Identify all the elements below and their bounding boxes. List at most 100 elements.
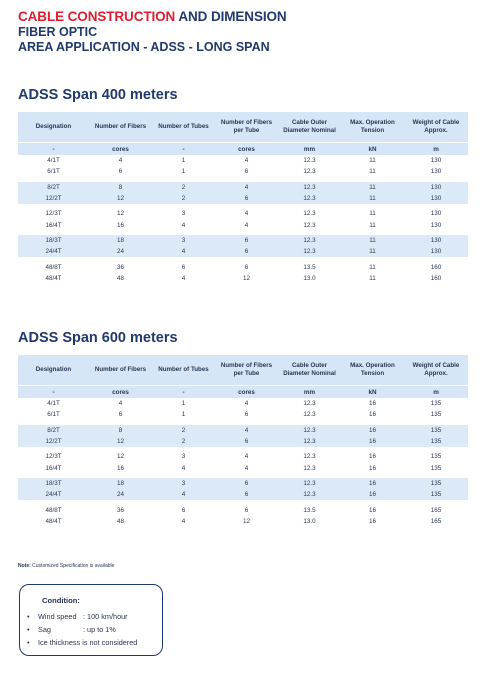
- table-cell: 8: [89, 181, 152, 193]
- condition-title: Condition:: [42, 596, 80, 605]
- section-title-span600: ADSS Span 600 meters: [18, 330, 178, 346]
- table-cell: 6: [244, 168, 249, 176]
- col-header-weight: Weight of Cable Approx.: [404, 112, 468, 143]
- table-cell: 12/2T: [18, 192, 89, 205]
- table-cell: 18: [89, 477, 152, 490]
- table-cell: 12.3: [303, 210, 316, 218]
- table-cell: 12.3: [303, 411, 316, 419]
- footnote: Note: Customized Specification is availa…: [18, 563, 114, 569]
- table-cell: 135: [404, 489, 468, 501]
- table-cell: 160: [430, 263, 442, 271]
- table-row: 12/3T 12 3 4 12.3 11 130: [18, 208, 468, 219]
- table-cell: 6: [215, 234, 278, 247]
- footnote-label: Note:: [18, 563, 31, 569]
- table-cell: 12/3T: [45, 210, 62, 218]
- table-cell: 13.5: [303, 263, 316, 271]
- table-cell: 6: [244, 263, 249, 271]
- table-cell: 48/4T: [45, 274, 62, 282]
- table-cell: 130: [430, 221, 442, 229]
- condition-label: Sag: [38, 625, 51, 634]
- table-cell: 4: [118, 400, 123, 408]
- table-cell: 12.3: [278, 246, 341, 258]
- col-header-outer-diameter: Cable Outer Diameter Nominal: [278, 355, 341, 386]
- table-cell: 12.3: [278, 181, 341, 193]
- table-cell: 130: [430, 210, 442, 218]
- table-row: 4/1T 4 1 4 12.3 11 130: [18, 155, 468, 166]
- spec-table-span600: Designation Number of Fibers Number of T…: [18, 355, 468, 527]
- table-cell: 48/4T: [45, 517, 62, 525]
- table-cell: 12.3: [303, 221, 316, 229]
- table-cell: 4: [118, 157, 123, 165]
- table-cell: 6: [215, 477, 278, 490]
- table-row: 48/4T 48 4 12 13.0 11 160: [18, 273, 468, 284]
- table-row: 8/2T 8 2 4 12.3 16 135: [18, 424, 468, 436]
- table-cell: 24/4T: [18, 246, 89, 258]
- condition-item: • Ice thickness is not considered: [27, 638, 137, 647]
- table-cell: 4: [215, 181, 278, 193]
- table-cell: 4: [181, 517, 186, 525]
- table-cell: 4: [181, 464, 186, 472]
- table-cell: 16: [116, 464, 124, 472]
- col-header-tubes: Number of Tubes: [152, 112, 215, 143]
- table-cell: 11: [369, 210, 376, 218]
- table-cell: 16: [341, 477, 404, 490]
- table-cell: 16: [368, 453, 376, 461]
- table-cell: 11: [341, 181, 404, 193]
- table-cell: 12.3: [278, 234, 341, 247]
- table-cell: 12.3: [278, 435, 341, 448]
- unit-cell: mm: [278, 142, 341, 155]
- table-cell: 11: [341, 234, 404, 247]
- table-row: 16/4T 16 4 4 12.3 11 130: [18, 219, 468, 230]
- table-cell: 12: [89, 435, 152, 448]
- table-cell: 8/2T: [18, 424, 89, 436]
- table-row: 8/2T 8 2 4 12.3 11 130: [18, 181, 468, 193]
- table-cell: 130: [430, 157, 442, 165]
- table-cell: 24: [89, 489, 152, 501]
- table-cell: 4: [244, 157, 249, 165]
- page-title: CABLE CONSTRUCTION AND DIMENSION: [18, 8, 287, 25]
- table-cell: 11: [369, 263, 376, 271]
- table-cell: 165: [430, 506, 442, 514]
- table-row: 4/1T 4 1 4 12.3 16 135: [18, 398, 468, 409]
- col-header-fibers-per-tube: Number of Fibers per Tube: [215, 112, 278, 143]
- table-cell: 16: [368, 517, 376, 525]
- table-cell: 11: [369, 274, 376, 282]
- table-cell: 6: [215, 435, 278, 448]
- table-cell: 165: [430, 517, 442, 525]
- table-row: 18/3T 18 3 6 12.3 11 130: [18, 234, 468, 247]
- unit-cell: m: [404, 142, 468, 155]
- table-cell: 16: [368, 464, 376, 472]
- table-cell: 4: [152, 489, 215, 501]
- table-cell: 48/8T: [45, 263, 62, 271]
- unit-cell: -: [18, 385, 89, 398]
- table-cell: 18: [89, 234, 152, 247]
- table-cell: 12.3: [303, 157, 316, 165]
- table-cell: 135: [404, 424, 468, 436]
- table-cell: 12: [89, 192, 152, 205]
- table-cell: 48: [116, 274, 124, 282]
- table-cell: 12.3: [303, 464, 316, 472]
- table-cell: 8/2T: [18, 181, 89, 193]
- table-cell: 11: [341, 246, 404, 258]
- table-cell: 12.3: [278, 477, 341, 490]
- table-cell: 1: [181, 400, 186, 408]
- table-cell: 135: [404, 435, 468, 448]
- bullet-icon: •: [27, 612, 30, 621]
- table-cell: 6: [215, 489, 278, 501]
- table-cell: 18/3T: [18, 477, 89, 490]
- table-cell: 1: [181, 168, 186, 176]
- table-units-row: - cores - cores mm kN m: [18, 142, 468, 155]
- unit-cell: cores: [89, 142, 152, 155]
- table-cell: 130: [404, 192, 468, 205]
- table-cell: 4: [244, 464, 249, 472]
- table-cell: 13.0: [303, 517, 316, 525]
- unit-cell: cores: [89, 385, 152, 398]
- table-row: 6/1T 6 1 6 12.3 11 130: [18, 166, 468, 177]
- unit-cell: cores: [215, 385, 278, 398]
- table-row: 12/3T 12 3 4 12.3 16 135: [18, 451, 468, 462]
- table-cell: 6: [244, 411, 249, 419]
- unit-cell: kN: [341, 385, 404, 398]
- table-cell: 4: [215, 424, 278, 436]
- table-cell: 135: [430, 464, 442, 472]
- table-cell: 4: [152, 246, 215, 258]
